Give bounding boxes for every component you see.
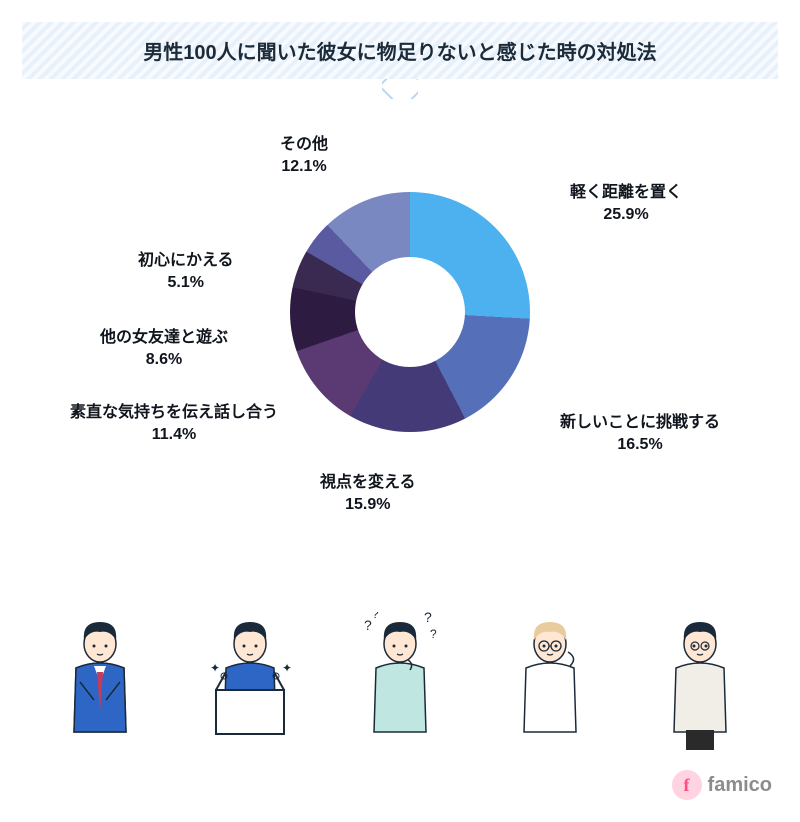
title-banner: 男性100人に聞いた彼女に物足りないと感じた時の対処法 bbox=[22, 22, 778, 79]
label-7-pct: 12.1% bbox=[281, 158, 326, 175]
label-2: 視点を変える 15.9% bbox=[320, 472, 416, 515]
svg-text:✦: ✦ bbox=[282, 661, 292, 675]
brand-badge: f bbox=[672, 770, 702, 800]
person-icon: ✦✦ bbox=[210, 622, 292, 734]
people-row: ✦✦ ? ? ? ? bbox=[0, 612, 800, 762]
person-icon bbox=[524, 622, 576, 732]
brand-text: famico bbox=[708, 774, 772, 797]
label-7: その他 12.1% bbox=[280, 134, 328, 177]
label-7-text: その他 bbox=[280, 136, 328, 153]
label-1: 新しいことに挑戦する 16.5% bbox=[560, 412, 720, 455]
svg-text:?: ? bbox=[372, 612, 379, 621]
person-icon: ? ? ? ? bbox=[364, 612, 437, 732]
title-pointer bbox=[382, 79, 418, 99]
svg-text:✦: ✦ bbox=[210, 661, 220, 675]
label-3-text: 素直な気持ちを伝え話し合う bbox=[70, 404, 278, 421]
label-1-text: 新しいことに挑戦する bbox=[560, 414, 720, 431]
label-5-text: 初心にかえる bbox=[138, 252, 234, 269]
donut-chart: 軽く距離を置く 25.9% 新しいことに挑戦する 16.5% 視点を変える 15… bbox=[0, 122, 800, 622]
label-4: 他の女友達と遊ぶ 8.6% bbox=[100, 327, 228, 370]
label-3-pct: 11.4% bbox=[152, 426, 196, 443]
label-0: 軽く距離を置く 25.9% bbox=[570, 182, 682, 225]
label-1-pct: 16.5% bbox=[617, 436, 662, 453]
page-title: 男性100人に聞いた彼女に物足りないと感じた時の対処法 bbox=[143, 42, 656, 64]
label-4-text: 他の女友達と遊ぶ bbox=[100, 329, 228, 346]
label-2-text: 視点を変える bbox=[320, 474, 416, 491]
svg-text:?: ? bbox=[424, 612, 432, 625]
label-2-pct: 15.9% bbox=[345, 496, 390, 513]
label-3: 素直な気持ちを伝え話し合う 11.4% bbox=[70, 402, 278, 445]
donut-hole bbox=[355, 257, 465, 367]
label-5-pct: 5.1% bbox=[168, 274, 204, 291]
label-0-text: 軽く距離を置く bbox=[570, 184, 682, 201]
svg-text:?: ? bbox=[364, 617, 372, 633]
label-0-pct: 25.9% bbox=[603, 206, 648, 223]
people-svg: ✦✦ ? ? ? ? bbox=[0, 612, 800, 762]
brand: f famico bbox=[672, 770, 772, 800]
brand-letter: f bbox=[684, 775, 690, 796]
label-5: 初心にかえる 5.1% bbox=[138, 250, 234, 293]
svg-text:?: ? bbox=[430, 627, 437, 641]
person-icon bbox=[74, 622, 126, 732]
label-4-pct: 8.6% bbox=[146, 351, 182, 368]
person-icon bbox=[674, 622, 726, 750]
